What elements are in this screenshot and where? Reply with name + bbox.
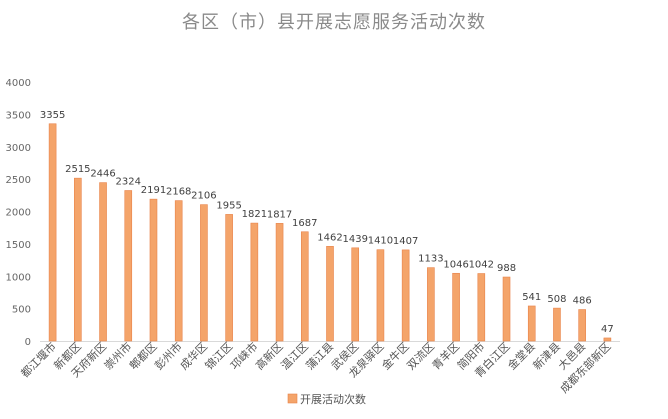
data-label: 541 — [522, 292, 541, 303]
data-label: 3355 — [40, 110, 65, 121]
bars-layer — [48, 123, 612, 342]
bar — [603, 337, 612, 342]
bar — [48, 123, 57, 342]
data-label: 2324 — [116, 177, 141, 188]
data-label: 1042 — [469, 260, 494, 271]
x-tick-label: 郫都区 — [126, 339, 159, 372]
legend-label: 开展活动次数 — [300, 392, 366, 406]
x-axis-labels: 都江堰市新都区天府新区崇州市郫都区彭州市成华区锦江区邛崃市高新区温江区蒲江县武侯… — [18, 339, 614, 396]
data-label: 988 — [497, 263, 516, 274]
y-tick-label: 0 — [25, 337, 31, 348]
legend: 开展活动次数 — [287, 392, 366, 406]
chart-title: 各区（市）县开展志愿服务活动次数 — [182, 12, 486, 33]
bar — [149, 198, 158, 342]
x-tick-label: 成华区 — [177, 339, 210, 372]
y-tick-label: 3000 — [6, 143, 31, 154]
bar — [527, 305, 536, 342]
bar — [427, 267, 435, 342]
bar — [99, 182, 107, 342]
x-tick-label: 高新区 — [252, 339, 285, 372]
y-tick-label: 1500 — [6, 240, 31, 251]
data-label: 1410 — [368, 236, 393, 247]
x-tick-label: 温江区 — [278, 340, 311, 373]
data-label: 1955 — [216, 200, 241, 211]
x-tick-label: 锦江区 — [202, 339, 235, 372]
x-tick-label: 蒲江县 — [303, 339, 336, 372]
data-label: 2191 — [141, 185, 166, 196]
data-label: 1462 — [317, 232, 342, 243]
bar — [376, 249, 385, 342]
bar — [351, 247, 360, 342]
bar — [578, 309, 586, 342]
data-label: 2106 — [191, 191, 216, 202]
bar — [401, 249, 410, 342]
x-tick-label: 彭州市 — [152, 339, 185, 372]
data-label: 1407 — [393, 236, 418, 247]
y-tick-label: 1000 — [6, 272, 31, 283]
data-label: 1439 — [342, 234, 367, 245]
bar — [300, 231, 309, 342]
bar — [553, 307, 561, 342]
x-tick-label: 金牛区 — [379, 339, 412, 372]
bar — [326, 246, 334, 342]
bar — [502, 276, 511, 342]
x-tick-label: 青羊区 — [429, 339, 462, 372]
bar — [124, 190, 133, 342]
bar — [250, 222, 259, 342]
y-tick-label: 500 — [12, 305, 31, 316]
x-tick-label: 双流区 — [404, 339, 437, 372]
bar — [452, 272, 460, 342]
data-label: 1687 — [292, 218, 317, 229]
bar — [275, 223, 284, 342]
x-tick-label: 邛崃市 — [227, 339, 260, 372]
y-tick-label: 2500 — [6, 175, 31, 186]
data-label: 2168 — [166, 187, 191, 198]
bar — [174, 200, 183, 342]
data-label: 508 — [547, 294, 566, 305]
data-label: 2515 — [65, 164, 90, 175]
data-label: 486 — [573, 296, 592, 307]
y-tick-label: 4000 — [6, 78, 31, 89]
x-tick-label: 崇州市 — [101, 339, 134, 372]
data-label: 1046 — [443, 259, 468, 270]
bar — [477, 273, 486, 342]
data-label: 2446 — [90, 169, 115, 180]
bar — [74, 177, 82, 342]
x-tick-label: 新津县 — [530, 339, 563, 372]
y-axis: 0 500 1000 1500 2000 2500 3000 3500 4000 — [6, 78, 620, 348]
y-tick-label: 2000 — [6, 208, 31, 219]
data-label: 1821 — [242, 209, 267, 220]
bar — [225, 214, 233, 342]
x-tick-label: 金堂县 — [505, 339, 538, 372]
y-tick-label: 3500 — [6, 110, 31, 121]
legend-swatch — [287, 393, 298, 404]
data-label: 1133 — [418, 254, 443, 265]
bar — [200, 204, 208, 342]
data-label: 47 — [601, 324, 614, 335]
data-label: 1817 — [267, 209, 292, 220]
